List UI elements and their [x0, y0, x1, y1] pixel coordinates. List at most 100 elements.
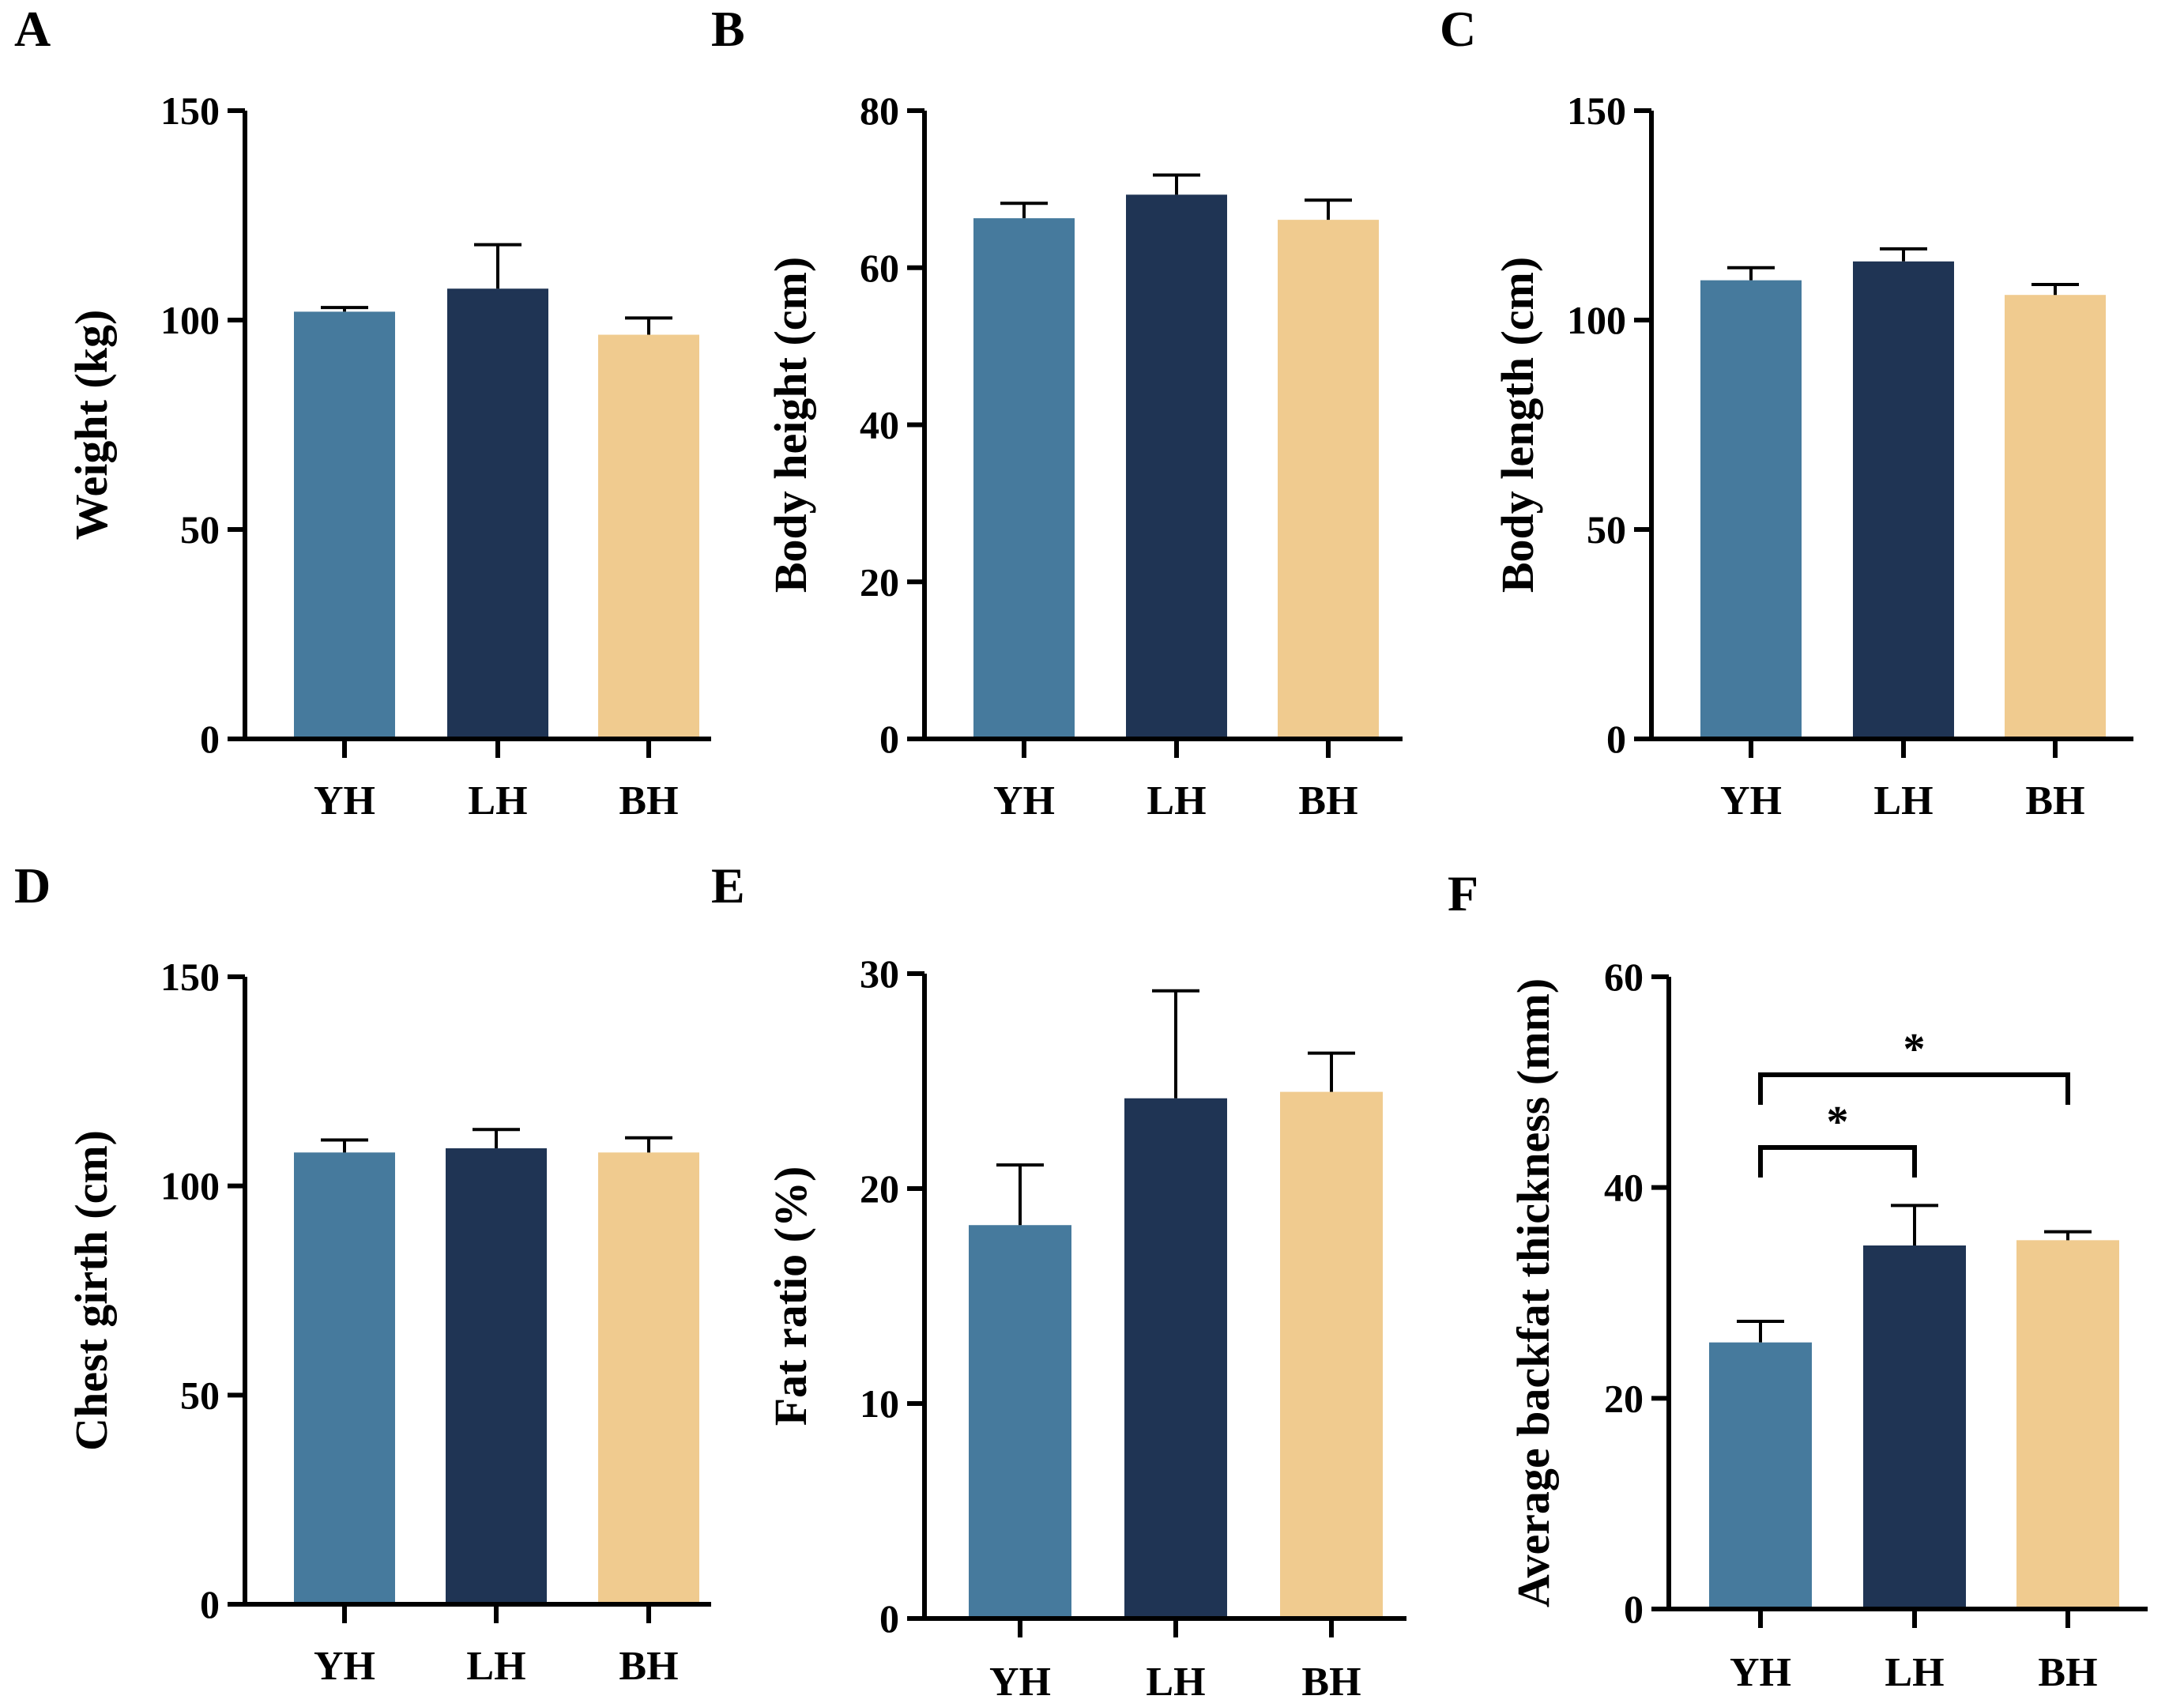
y-tick-label: 0 — [200, 717, 220, 761]
y-tick-label: 100 — [160, 298, 220, 342]
significance-label: * — [1903, 1025, 1926, 1074]
y-tick-label: 60 — [860, 246, 899, 290]
x-tick-label-bh: BH — [619, 778, 678, 823]
y-tick-label: 20 — [1604, 1376, 1644, 1420]
significance-bracket — [1758, 1145, 1917, 1178]
y-tick-label: 80 — [860, 89, 899, 133]
error-bar-yh — [1737, 1320, 1784, 1343]
x-tick-label-lh: LH — [1873, 778, 1933, 823]
panel-letter: F — [1448, 865, 1478, 921]
bar-lh — [1863, 1245, 1966, 1609]
x-tick-label-bh: BH — [619, 1644, 678, 1689]
x-tick-label-bh: BH — [1298, 778, 1357, 823]
bar-bh — [2005, 295, 2106, 739]
y-tick-label: 0 — [1624, 1587, 1644, 1631]
bar-bh — [1280, 1091, 1383, 1618]
x-tick-label-yh: YH — [993, 778, 1055, 823]
panel-letter: A — [14, 1, 51, 57]
panel-f: F Average backfat thickness (mm) 0 20 40 60 YH… — [1448, 865, 2148, 1695]
error-bar-yh — [1000, 202, 1048, 219]
panel-letter: C — [1440, 1, 1476, 57]
bar-lh — [447, 288, 548, 739]
error-bar-bh — [2044, 1230, 2092, 1241]
x-tick-label-yh: YH — [989, 1660, 1051, 1705]
y-tick-label: 10 — [860, 1381, 899, 1426]
x-tick-label-yh: YH — [314, 1644, 375, 1689]
x-tick-label-lh: LH — [468, 778, 527, 823]
panel-c: C Body length (cm) 0 50 100 150 YH LH BH — [1440, 1, 2133, 823]
x-tick-label-bh: BH — [1301, 1660, 1361, 1705]
y-tick-label: 50 — [180, 1373, 220, 1417]
error-bar-lh — [1153, 173, 1200, 195]
panel-a: A Weight (kg) 0 50 100 150 YH LH BH — [14, 1, 711, 823]
error-bar-lh — [1880, 247, 1927, 262]
y-tick-label: 100 — [1567, 298, 1626, 342]
bar-bh — [2016, 1240, 2119, 1609]
error-bar-bh — [1305, 198, 1352, 220]
y-tick-label: 50 — [180, 507, 220, 552]
bar-lh — [1126, 194, 1227, 740]
y-tick-label: 30 — [860, 951, 899, 996]
y-tick-label: 20 — [860, 1166, 899, 1211]
y-tick-label: 150 — [160, 89, 220, 133]
bar-yh — [1700, 280, 1802, 739]
bar-bh — [598, 1152, 699, 1604]
x-tick-label-bh: BH — [2038, 1650, 2097, 1695]
error-bar-bh — [625, 1136, 672, 1153]
y-axis-label: Body height (cm) — [765, 257, 816, 593]
panel-letter: D — [14, 857, 51, 914]
error-bar-bh — [1308, 1051, 1355, 1092]
error-bar-lh — [1152, 989, 1199, 1098]
error-bar-lh — [1891, 1204, 1938, 1245]
y-axis-label: Fat ratio (%) — [765, 1166, 816, 1426]
bar-bh — [598, 334, 699, 739]
bar-lh — [446, 1148, 547, 1604]
x-tick-label-lh: LH — [1146, 1660, 1205, 1705]
y-tick-label: 0 — [879, 1596, 899, 1641]
bar-bh — [1278, 220, 1379, 740]
error-bar-bh — [2031, 282, 2079, 296]
error-bar-yh — [321, 1138, 368, 1153]
bar-yh — [969, 1225, 1071, 1618]
error-bar-lh — [473, 1128, 520, 1149]
bar-lh — [1124, 1098, 1227, 1618]
panel-d: D Chest girth (cm) 0 50 100 150 YH LH BH — [14, 857, 711, 1689]
panel-b: B Body height (cm) 0 20 40 60 80 YH LH BH — [711, 1, 1403, 823]
y-axis-label: Body length (cm) — [1492, 257, 1543, 593]
y-tick-label: 100 — [160, 1164, 220, 1208]
significance-bracket — [1758, 1072, 2070, 1105]
x-tick-label-bh: BH — [2025, 778, 2084, 823]
x-tick-label-yh: YH — [1720, 778, 1782, 823]
y-axis-label: Average backfat thickness (mm) — [1508, 978, 1559, 1607]
y-tick-label: 40 — [1604, 1166, 1644, 1210]
y-tick-label: 20 — [860, 560, 899, 604]
y-tick-label: 150 — [160, 955, 220, 999]
x-tick-label-lh: LH — [1147, 778, 1206, 823]
error-bar-yh — [321, 306, 368, 312]
y-tick-label: 40 — [860, 403, 899, 447]
x-tick-label-lh: LH — [466, 1644, 525, 1689]
error-bar-lh — [474, 243, 522, 289]
significance-label: * — [1827, 1098, 1849, 1147]
y-tick-label: 0 — [1606, 717, 1626, 761]
error-bar-yh — [996, 1163, 1044, 1226]
y-tick-label: 150 — [1567, 89, 1626, 133]
bar-yh — [973, 218, 1075, 739]
bar-yh — [1709, 1342, 1812, 1609]
y-axis-label: Weight (kg) — [66, 310, 117, 541]
error-bar-yh — [1727, 266, 1775, 281]
panel-e: E Fat ratio (%) 0 10 20 30 YH LH BH — [711, 857, 1406, 1705]
x-tick-label-yh: YH — [314, 778, 375, 823]
bar-lh — [1853, 261, 1954, 739]
x-tick-label-yh: YH — [1730, 1650, 1791, 1695]
bar-yh — [294, 1152, 395, 1604]
y-tick-label: 0 — [879, 717, 899, 761]
y-axis-label: Chest girth (cm) — [66, 1130, 117, 1451]
y-tick-label: 0 — [200, 1582, 220, 1626]
error-bar-bh — [625, 316, 672, 335]
x-tick-label-lh: LH — [1885, 1650, 1944, 1695]
y-tick-label: 50 — [1587, 507, 1626, 552]
panel-letter: E — [711, 857, 745, 914]
panel-letter: B — [711, 1, 745, 57]
